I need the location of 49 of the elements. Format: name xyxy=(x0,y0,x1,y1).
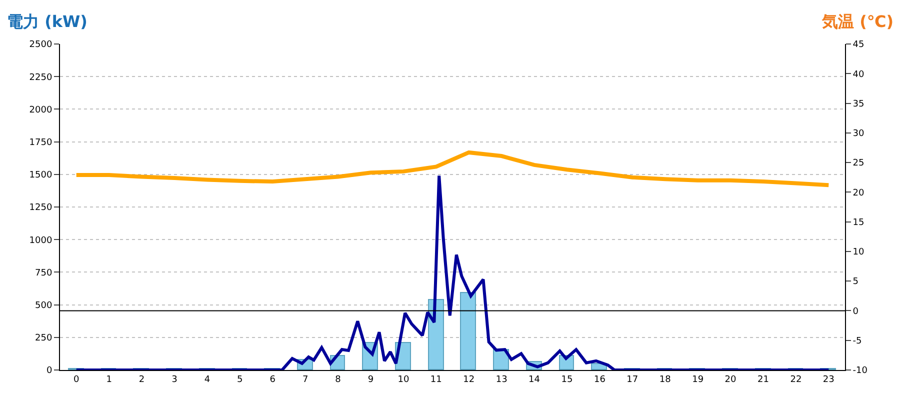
y2-tick-label: 30 xyxy=(852,129,865,140)
x-tick-label: 18 xyxy=(659,374,672,385)
y-tick-label: 750 xyxy=(35,268,52,278)
y-tick-label: 1250 xyxy=(29,203,52,214)
y2-tick-label: 45 xyxy=(852,40,864,50)
y2-tick-label: 35 xyxy=(852,99,864,110)
x-tick-label: 8 xyxy=(335,374,342,385)
x-tick-label: 9 xyxy=(368,374,374,385)
y-tick-label: 2000 xyxy=(29,105,52,116)
y2-tick-label: 20 xyxy=(852,188,865,198)
x-tick-label: 12 xyxy=(463,374,475,385)
x-tick-label: 7 xyxy=(302,374,308,385)
x-tick-label: 17 xyxy=(626,374,638,385)
y2-tick-label: 10 xyxy=(852,248,865,258)
y2-tick-label: 5 xyxy=(852,277,859,288)
x-tick-label: 20 xyxy=(724,374,737,385)
y-tick-label: 1000 xyxy=(29,236,52,246)
x-tick-label: 4 xyxy=(204,374,210,385)
x-tick-label: 11 xyxy=(430,374,442,385)
y2-tick-label: -5 xyxy=(852,336,862,347)
x-tick-label: 0 xyxy=(73,374,80,385)
y-tick-label: 2500 xyxy=(29,40,52,50)
x-tick-label: 6 xyxy=(270,374,276,385)
x-tick-label: 3 xyxy=(172,374,178,385)
x-tick-label: 19 xyxy=(692,374,704,385)
y2-tick-label: 15 xyxy=(852,218,864,228)
y-tick-label: 0 xyxy=(46,366,52,376)
y-tick-label: 500 xyxy=(35,300,52,311)
y-tick-label: 250 xyxy=(35,334,52,344)
y2-tick-label: -10 xyxy=(852,366,868,376)
x-tick-label: 16 xyxy=(594,374,606,385)
y2-tick-label: 0 xyxy=(852,306,859,317)
y2-tick-label: 25 xyxy=(852,158,864,169)
y2-tick-label: 40 xyxy=(852,70,865,80)
y-tick-label: 2250 xyxy=(29,72,52,83)
x-tick-label: 13 xyxy=(496,374,508,385)
x-tick-label: 5 xyxy=(237,374,243,385)
x-tick-label: 1 xyxy=(106,374,112,385)
y-tick-label: 1500 xyxy=(29,170,52,181)
x-tick-label: 10 xyxy=(398,374,410,385)
x-tick-label: 21 xyxy=(758,374,769,385)
y-tick-label: 1750 xyxy=(29,138,52,148)
x-tick-label: 2 xyxy=(138,374,145,385)
y-axis-title: 電力 (kW) xyxy=(7,12,88,31)
x-tick-label: 22 xyxy=(790,374,802,385)
x-tick-label: 23 xyxy=(822,374,834,385)
y2-axis-title: 気温 (℃) xyxy=(821,12,894,31)
x-tick-label: 15 xyxy=(561,374,573,385)
x-tick-label: 14 xyxy=(528,374,540,385)
